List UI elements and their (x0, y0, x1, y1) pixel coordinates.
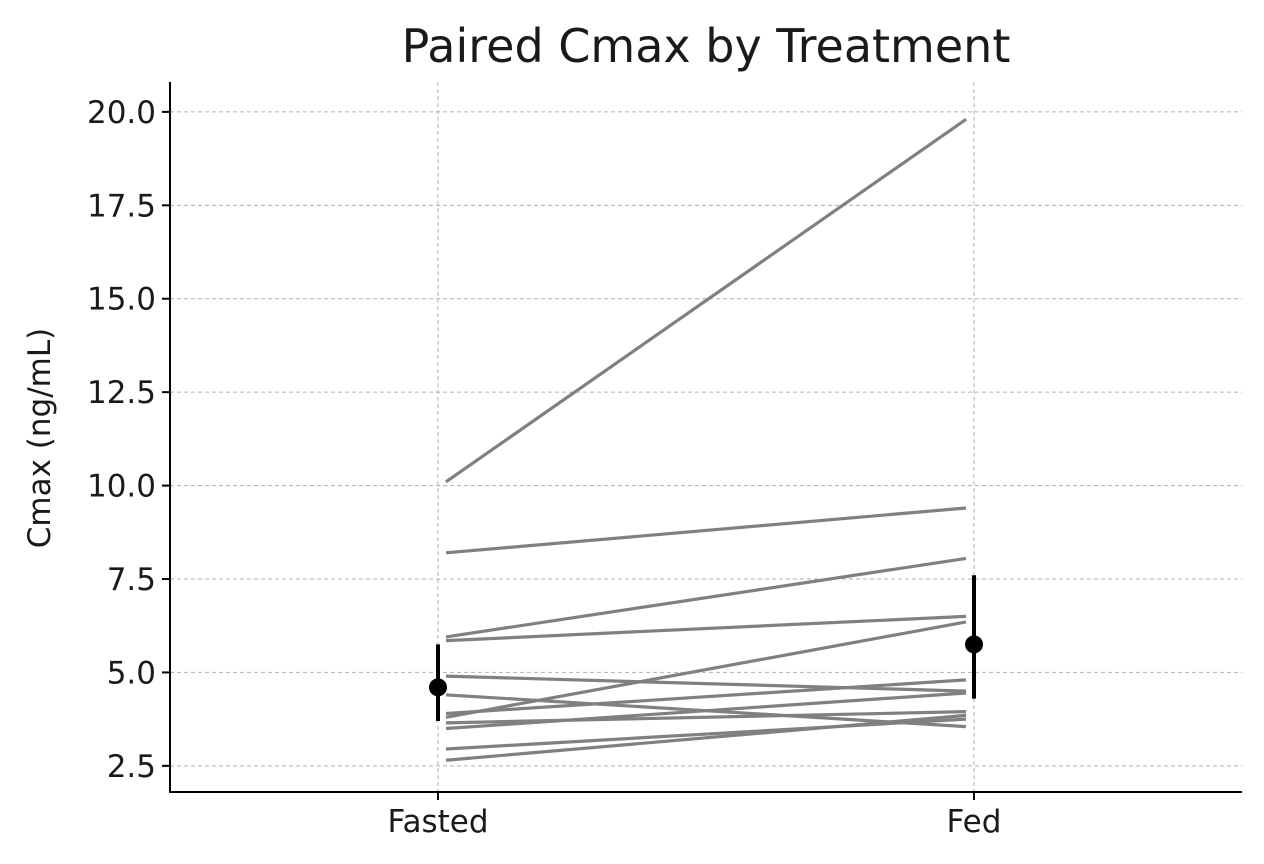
subject-pair-line (445, 118, 967, 484)
y-tick-label: 5.0 (107, 655, 156, 691)
paired-lines (445, 118, 967, 762)
y-tick-label: 20.0 (87, 95, 156, 131)
y-tick-label: 2.5 (107, 749, 156, 785)
subject-pair-line (445, 691, 967, 731)
y-axis-label: Cmax (ng/mL) (22, 328, 58, 548)
y-tick-label: 17.5 (87, 188, 156, 224)
x-tick-label: Fed (947, 804, 1002, 840)
y-tick-label: 15.0 (87, 282, 156, 318)
mean-marker (429, 678, 447, 697)
x-tick-label: Fasted (387, 804, 488, 840)
tick-labels: 2.5 5.0 7.5 10.0 12.5 15.0 17.5 20.0 Fasted Fed (87, 95, 1001, 840)
y-tick-label: 12.5 (87, 375, 156, 411)
subject-pair-line (445, 713, 967, 762)
subject-pair-line (445, 678, 967, 716)
subject-pair-line (445, 674, 967, 693)
y-tick-label: 7.5 (107, 562, 156, 598)
chart-title: Paired Cmax by Treatment (402, 19, 1011, 73)
grid (170, 82, 1242, 792)
y-tick-label: 10.0 (87, 469, 156, 505)
mean-marker (965, 635, 983, 654)
summary-markers (429, 575, 983, 721)
subject-pair-line (445, 556, 967, 639)
axes (162, 82, 1242, 800)
subject-pair-line (445, 614, 967, 643)
subject-pair-line (445, 506, 967, 555)
